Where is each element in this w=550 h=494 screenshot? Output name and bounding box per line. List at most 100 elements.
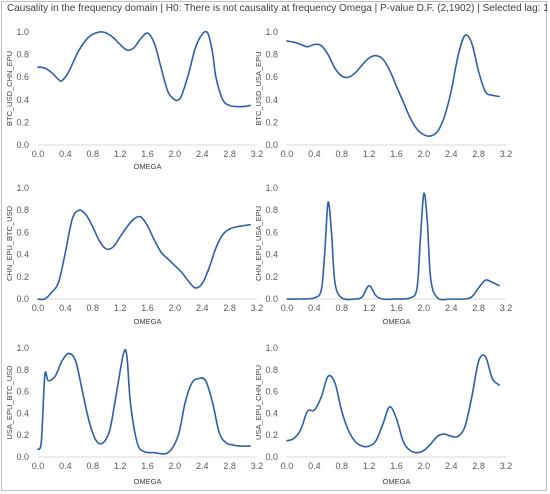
y-axis-label: CHN_EPU_BTC_USD: [5, 205, 14, 281]
y-tick-label: 1.0: [265, 183, 278, 193]
x-tick-label: 3.2: [251, 461, 264, 471]
x-tick-label: 2.0: [169, 461, 182, 471]
y-tick-label: 0.2: [16, 272, 29, 282]
x-tick-label: 1.2: [114, 461, 127, 471]
x-tick-label: 2.4: [445, 461, 458, 471]
x-axis-label: OMEGA: [383, 317, 411, 326]
x-axis-label: OMEGA: [134, 477, 162, 486]
x-tick-label: 2.8: [472, 149, 485, 159]
y-tick-label: 0.4: [265, 408, 278, 418]
y-tick-label: 0.2: [16, 430, 29, 440]
x-tick-label: 2.4: [196, 461, 209, 471]
y-tick-label: 0.2: [265, 272, 278, 282]
x-tick-label: 2.8: [223, 303, 236, 313]
x-tick-label: 3.2: [500, 303, 513, 313]
x-tick-label: 0.8: [335, 303, 348, 313]
y-tick-label: 0.8: [265, 205, 278, 215]
series-line: [286, 192, 500, 301]
x-tick-label: 1.2: [363, 149, 376, 159]
x-tick-label: 0.8: [86, 303, 99, 313]
y-tick-label: 0.4: [16, 250, 29, 260]
x-tick-label: 2.4: [445, 149, 458, 159]
x-axis-label: OMEGA: [383, 477, 411, 486]
x-tick-label: 0.0: [281, 149, 294, 159]
chart-panel-2: 0.0 0.2 0.4 0.6 0.8 1.0 0.0 0.4 0.8 1.2 1.6 2.0 2.4 2…: [254, 27, 512, 159]
x-tick-label: 0.4: [308, 303, 321, 313]
y-tick-label: 1.0: [16, 183, 29, 193]
y-tick-label: 0.8: [16, 365, 29, 375]
x-tick-label: 1.6: [390, 303, 403, 313]
y-tick-label: 0.0: [16, 294, 29, 304]
chart-panel-3: 0.0 0.2 0.4 0.6 0.8 1.0 0.0 0.4 0.8 1.2 1.6 2.0 2.4 2…: [5, 183, 263, 326]
y-axis-label: BTC_USD_CHN_EPU: [5, 51, 14, 126]
x-tick-label: 0.8: [335, 149, 348, 159]
figure-header: Causality in the frequency domain | H0: …: [7, 3, 547, 14]
y-tick-label: 0.6: [16, 387, 29, 397]
x-tick-label: 1.2: [114, 149, 127, 159]
y-tick-label: 1.0: [265, 343, 278, 353]
y-tick-label: 0.0: [16, 452, 29, 462]
x-tick-label: 2.8: [223, 461, 236, 471]
y-tick-label: 0.0: [265, 294, 278, 304]
series-line: [286, 34, 500, 137]
y-tick-label: 0.6: [16, 227, 29, 237]
y-axis-label: USA_EPU_CHN_EPU: [254, 365, 263, 440]
y-tick-label: 0.4: [265, 95, 278, 105]
y-tick-label: 0.0: [16, 140, 29, 150]
x-tick-label: 2.4: [445, 303, 458, 313]
x-tick-label: 2.8: [223, 149, 236, 159]
x-tick-label: 0.8: [335, 461, 348, 471]
y-tick-label: 0.2: [16, 117, 29, 127]
y-axis-label: USA_EPU_BTC_USD: [5, 365, 14, 440]
x-tick-label: 0.4: [308, 461, 321, 471]
series-line: [37, 30, 251, 108]
y-tick-label: 0.4: [16, 408, 29, 418]
y-axis-label: CHN_EPU_USA_EPU: [254, 206, 263, 281]
x-tick-label: 1.2: [363, 461, 376, 471]
y-tick-label: 1.0: [265, 27, 278, 37]
x-tick-label: 0.0: [281, 303, 294, 313]
x-tick-label: 1.6: [141, 303, 154, 313]
x-tick-label: 2.8: [472, 303, 485, 313]
x-tick-label: 1.6: [390, 149, 403, 159]
x-tick-label: 0.8: [86, 461, 99, 471]
x-tick-label: 2.0: [418, 149, 431, 159]
x-tick-label: 2.4: [196, 149, 209, 159]
y-tick-label: 0.2: [265, 430, 278, 440]
x-tick-label: 0.8: [86, 149, 99, 159]
x-tick-label: 3.2: [251, 149, 264, 159]
x-tick-label: 3.2: [251, 303, 264, 313]
y-tick-label: 0.6: [16, 72, 29, 82]
x-tick-label: 1.6: [390, 461, 403, 471]
x-tick-label: 1.6: [141, 461, 154, 471]
x-tick-label: 2.0: [418, 303, 431, 313]
x-tick-label: 2.0: [418, 461, 431, 471]
x-tick-label: 0.0: [281, 461, 294, 471]
y-tick-label: 0.6: [265, 227, 278, 237]
y-tick-label: 0.6: [265, 387, 278, 397]
x-tick-label: 0.4: [59, 303, 72, 313]
x-tick-label: 1.6: [141, 149, 154, 159]
series-line: [286, 354, 500, 454]
x-tick-label: 2.0: [169, 303, 182, 313]
y-tick-label: 1.0: [16, 343, 29, 353]
x-tick-label: 0.0: [32, 149, 45, 159]
series-line: [37, 348, 251, 455]
y-tick-label: 0.8: [16, 50, 29, 60]
x-tick-label: 3.2: [500, 149, 513, 159]
x-tick-label: 2.8: [472, 461, 485, 471]
x-tick-label: 0.4: [59, 461, 72, 471]
y-tick-label: 0.6: [265, 72, 278, 82]
x-tick-label: 1.2: [114, 303, 127, 313]
y-tick-label: 0.0: [265, 452, 278, 462]
x-tick-label: 3.2: [500, 461, 513, 471]
x-tick-label: 0.4: [308, 149, 321, 159]
y-tick-label: 0.8: [265, 365, 278, 375]
x-axis-label: OMEGA: [134, 162, 162, 171]
x-tick-label: 1.2: [363, 303, 376, 313]
y-tick-label: 1.0: [16, 27, 29, 37]
x-tick-label: 0.0: [32, 461, 45, 471]
y-axis-label: BTC_USD_USA_EPU: [254, 51, 263, 125]
